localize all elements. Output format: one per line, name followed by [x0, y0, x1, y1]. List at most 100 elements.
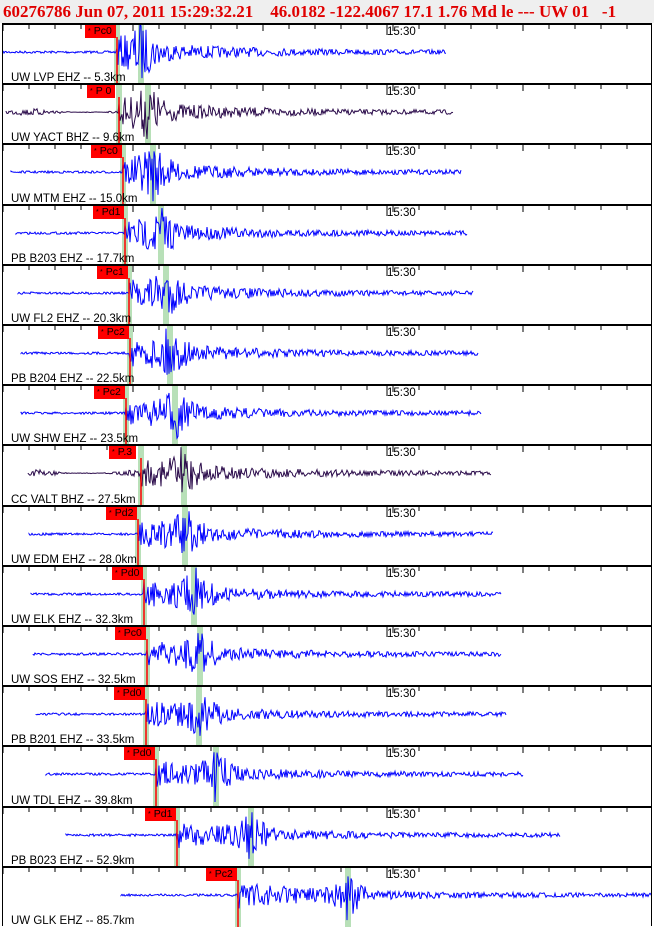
time-label: 15:30 [387, 26, 416, 38]
station-label: PB B023 EHZ -- 52.9km [11, 854, 135, 867]
pick-flag[interactable]: * Pc1 [97, 265, 128, 279]
pick-label: Pc2 [214, 867, 233, 880]
pick-marker: * [112, 449, 115, 457]
station-label: UW GLK EHZ -- 85.7km [11, 914, 135, 927]
trace-panel: 15:30 * P.3 CC VALT BHZ -- 27.5km [3, 444, 651, 506]
waveform-plot [3, 265, 628, 325]
time-label: 15:30 [387, 327, 416, 339]
waveform-trace [45, 752, 524, 803]
time-label: 15:30 [387, 748, 416, 761]
pick-marker: * [97, 389, 100, 397]
s-window [150, 145, 156, 205]
waveform-trace [20, 393, 482, 440]
pick-flag[interactable]: * Pc2 [206, 867, 237, 881]
waveform-trace [32, 633, 502, 672]
waveform-plot [3, 326, 628, 386]
s-window [197, 627, 203, 687]
pick-flag[interactable]: * Pd2 [106, 506, 138, 520]
trace-panel: 15:30 * Pd1 PB B203 EHZ -- 17.7km [3, 203, 651, 265]
pick-label: Pc0 [93, 25, 112, 37]
trace-panel: 15:30 * Pc0 UW SOS EHZ -- 32.5km [3, 625, 651, 687]
waveform-trace [20, 328, 479, 375]
waveform-trace [65, 811, 561, 859]
pick-label: Pc0 [123, 627, 142, 639]
waveform-plot [3, 386, 628, 446]
time-label: 15:30 [387, 387, 416, 400]
trace-panel: 15:30 * Pc0 UW LVP EHZ -- 5.3km [3, 23, 651, 85]
pick-flag[interactable]: * Pc0 [115, 627, 146, 640]
pick-marker: * [101, 329, 104, 336]
time-label: 15:30 [387, 86, 416, 99]
pick-flag[interactable]: * Pc2 [94, 386, 125, 400]
time-label: 15:30 [387, 206, 416, 219]
trace-panel: 15:30 * Pd1 PB B023 EHZ -- 52.9km [3, 805, 651, 867]
s-window [158, 205, 164, 265]
pick-flag[interactable]: * Pd0 [114, 687, 146, 701]
time-label: 15:30 [387, 146, 416, 159]
seismogram-panels: 15:30 * Pc0 UW LVP EHZ -- 5.3km 15:30 * P 0 UW … [2, 23, 652, 927]
waveform-plot [3, 687, 628, 747]
trace-panel: 15:30 * Pc2 UW SHW EHZ -- 23.5km [3, 384, 651, 446]
pick-flag[interactable]: * Pd1 [145, 807, 177, 821]
trace-panel: 15:30 * Pc1 UW FL2 EHZ -- 20.3km [3, 263, 651, 325]
station-label: PB B201 EHZ -- 33.5km [11, 734, 135, 747]
waveform-trace [15, 207, 468, 250]
pick-label: Pd1 [101, 205, 121, 218]
pick-marker: * [90, 88, 93, 96]
waveform-trace [28, 510, 494, 553]
time-label: 15:30 [387, 266, 416, 279]
pick-marker: * [148, 810, 151, 818]
s-window [145, 85, 151, 145]
pick-flag[interactable]: * Pc0 [91, 145, 122, 159]
waveform-plot [3, 85, 628, 145]
waveform-plot [3, 747, 628, 807]
event-header: 60276786 Jun 07, 2011 15:29:32.21 46.018… [0, 0, 654, 23]
pick-label: Pd0 [120, 566, 140, 579]
pick-flag[interactable]: * Pc2 [98, 326, 129, 339]
s-window [182, 506, 188, 566]
trace-panel: 15:30 * Pd0 PB B201 EHZ -- 33.5km [3, 685, 651, 747]
pick-label: P.3 [117, 446, 133, 459]
pick-marker: * [109, 509, 112, 517]
station-label: UW LVP EHZ -- 5.3km [11, 72, 126, 85]
pick-marker: * [118, 630, 121, 637]
time-label: 15:30 [387, 808, 416, 821]
trace-panel: 15:30 * P 0 UW YACT BHZ -- 9.6km [3, 83, 651, 145]
station-label: UW TDL EHZ -- 39.8km [11, 794, 133, 807]
waveform-trace [3, 25, 446, 79]
time-label: 15:30 [387, 507, 416, 520]
waveform-plot [3, 446, 628, 506]
pick-flag[interactable]: * Pc0 [85, 25, 116, 38]
trace-panel: 15:30 * Pd2 UW EDM EHZ -- 28.0km [3, 504, 651, 566]
pick-marker: * [94, 148, 97, 156]
station-label: UW SHW EHZ -- 23.5km [11, 433, 139, 446]
pick-flag[interactable]: * Pd1 [93, 205, 125, 219]
pick-marker: * [115, 569, 118, 577]
time-label: 15:30 [387, 447, 416, 460]
trace-panel: 15:30 * Pd0 UW ELK EHZ -- 32.3km [3, 564, 651, 626]
trace-panel: 15:30 * Pc0 UW MTM EHZ -- 15.0km [3, 143, 651, 205]
s-window [163, 265, 169, 325]
s-window [191, 566, 197, 626]
pick-marker: * [100, 268, 103, 276]
pick-label: Pd0 [132, 747, 152, 760]
pick-marker: * [96, 208, 99, 216]
time-label: 15:30 [387, 868, 416, 881]
pick-label: Pd0 [122, 687, 142, 700]
pick-flag[interactable]: * P 0 [87, 85, 116, 99]
station-label: PB B203 EHZ -- 17.7km [11, 252, 135, 265]
waveform-plot [3, 867, 651, 927]
time-label: 15:30 [387, 567, 416, 580]
waveform-plot [3, 205, 628, 265]
station-label: UW FL2 EHZ -- 20.3km [11, 312, 132, 325]
pick-flag[interactable]: * Pd0 [124, 747, 156, 761]
pick-flag[interactable]: * Pd0 [112, 566, 144, 580]
pick-label: Pc2 [106, 326, 125, 338]
s-window [138, 25, 144, 85]
station-label: UW EDM EHZ -- 28.0km [11, 553, 137, 566]
pick-flag[interactable]: * P.3 [109, 446, 137, 460]
waveform-trace [17, 275, 474, 314]
pick-marker: * [88, 28, 91, 35]
waveform-trace [10, 151, 462, 202]
s-window [172, 386, 178, 446]
